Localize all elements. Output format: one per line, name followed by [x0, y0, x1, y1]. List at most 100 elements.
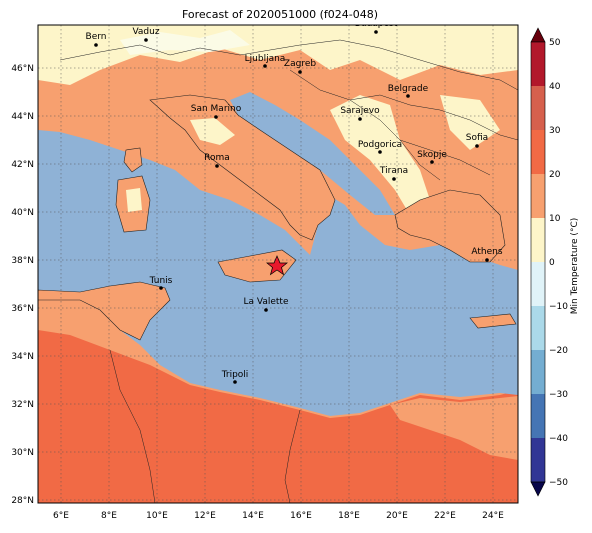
colorbar-band-0-10 — [531, 218, 545, 262]
lat-label-44: 44°N — [11, 112, 34, 122]
colorbar-tick-50: 50 — [549, 38, 561, 48]
city-vaduz: Vaduz — [132, 27, 160, 42]
warm-strip-libya-coast — [390, 396, 518, 460]
lon-label-20: 20°E — [386, 511, 408, 521]
colorbar-band-minus40-minus30 — [531, 394, 545, 438]
colorbar-tick-minus20: −20 — [549, 346, 568, 356]
location-star-marker — [266, 255, 288, 276]
colorbar-tick-30: 30 — [549, 126, 561, 136]
lon-label-16: 16°E — [290, 511, 312, 521]
longitude-labels: 6°E 8°E 10°E 12°E 14°E 16°E 18°E 20°E 22… — [53, 511, 504, 521]
city-label-ljubljana: Ljubljana — [245, 54, 286, 64]
city-skopje: Skopje — [417, 150, 447, 164]
city-markers: Bern Vaduz Budapest Ljubljana Zagreb Bel… — [86, 19, 503, 384]
colorbar-band-30-40 — [531, 86, 545, 130]
mild-region-balkans — [330, 95, 430, 215]
city-label-budapest: Budapest — [355, 19, 398, 29]
hot-region-south — [38, 330, 518, 503]
corsica-island — [123, 147, 143, 173]
colorbar-tick-minus10: −10 — [549, 302, 568, 312]
colorbar: 50 40 30 20 10 0 −10 −20 −30 −40 −50 Min… — [530, 27, 580, 497]
city-label-tirana: Tirana — [379, 166, 408, 176]
lat-label-40: 40°N — [11, 208, 34, 218]
lat-label-42: 42°N — [11, 160, 34, 170]
city-label-bern: Bern — [86, 32, 107, 42]
city-label-sofia: Sofia — [466, 133, 488, 143]
city-tripoli: Tripoli — [221, 370, 249, 384]
colorbar-top-arrow — [530, 27, 546, 43]
colorbar-band-minus50-minus40 — [531, 438, 545, 482]
lat-label-28: 28°N — [11, 496, 34, 506]
lon-label-22: 22°E — [434, 511, 456, 521]
city-belgrade: Belgrade — [388, 84, 429, 98]
greece-landmass — [394, 189, 506, 263]
city-bern: Bern — [86, 32, 107, 47]
city-label-sarajevo: Sarajevo — [340, 106, 380, 116]
city-label-tripoli: Tripoli — [221, 370, 249, 380]
colorbar-tick-40: 40 — [549, 82, 561, 92]
colorbar-tick-minus50: −50 — [549, 478, 568, 488]
city-roma: Roma — [204, 153, 230, 168]
colorbar-tick-20: 20 — [549, 170, 561, 180]
colorbar-bottom-arrow — [530, 481, 546, 497]
city-san-marino: San Marino — [191, 104, 242, 119]
temperature-field: Bern Vaduz Budapest Ljubljana Zagreb Bel… — [38, 19, 518, 503]
lon-label-8: 8°E — [101, 511, 117, 521]
italy-cool-patch — [190, 118, 235, 145]
tunisia-coast — [38, 281, 171, 341]
lat-label-34: 34°N — [11, 352, 34, 362]
city-label-tunis: Tunis — [149, 276, 173, 286]
city-sarajevo: Sarajevo — [340, 106, 380, 121]
city-label-podgorica: Podgorica — [358, 140, 402, 150]
city-zagreb: Zagreb — [284, 59, 316, 74]
lon-label-18: 18°E — [338, 511, 360, 521]
colorbar-band-minus10-0 — [531, 262, 545, 306]
mild-region-balkans-east — [440, 95, 500, 150]
colorbar-band-20-30 — [531, 130, 545, 174]
city-athens: Athens — [471, 247, 503, 262]
cool-patch-alps — [120, 30, 250, 55]
city-label-athens: Athens — [471, 247, 502, 257]
graticule — [38, 25, 518, 503]
city-label-roma: Roma — [204, 153, 230, 163]
colorbar-tick-minus40: −40 — [549, 434, 568, 444]
lat-label-36: 36°N — [11, 304, 34, 314]
city-budapest: Budapest — [355, 19, 398, 34]
lat-label-38: 38°N — [11, 256, 34, 266]
lat-label-46: 46°N — [11, 64, 34, 74]
colorbar-band-minus20-minus10 — [531, 306, 545, 350]
colorbar-tick-minus30: −30 — [549, 390, 568, 400]
lon-label-10: 10°E — [146, 511, 168, 521]
lon-label-12: 12°E — [194, 511, 216, 521]
lon-label-14: 14°E — [242, 511, 264, 521]
colorbar-band-10-20 — [531, 174, 545, 218]
city-label-san-marino: San Marino — [191, 104, 242, 114]
colorbar-tick-labels: 50 40 30 20 10 0 −10 −20 −30 −40 −50 — [549, 38, 568, 488]
map-title: Forecast of 2020051000 (f024-048) — [182, 8, 378, 21]
latitude-labels: 46°N 44°N 42°N 40°N 38°N 36°N 34°N 32°N … — [11, 64, 34, 506]
city-podgorica: Podgorica — [358, 140, 402, 154]
adriatic-sea — [230, 92, 395, 215]
country-borders — [59, 39, 518, 503]
sardinia-cool-patch — [126, 188, 142, 212]
map-frame — [37, 24, 519, 504]
colorbar-band-40-50 — [531, 42, 545, 86]
city-label-skopje: Skopje — [417, 150, 447, 160]
colorbar-label: Min Temperature (°C) — [570, 218, 580, 315]
colorbar-tick-0: 0 — [549, 258, 555, 268]
lon-label-24: 24°E — [482, 511, 504, 521]
city-label-zagreb: Zagreb — [284, 59, 316, 69]
colorbar-frame — [530, 41, 546, 483]
city-label-la-valette: La Valette — [244, 297, 289, 307]
lat-label-30: 30°N — [11, 448, 34, 458]
colorbar-band-minus30-minus20 — [531, 350, 545, 394]
city-tunis: Tunis — [149, 276, 173, 290]
city-label-belgrade: Belgrade — [388, 84, 429, 94]
city-sofia: Sofia — [466, 133, 488, 148]
city-label-vaduz: Vaduz — [132, 27, 159, 37]
lon-label-6: 6°E — [53, 511, 69, 521]
city-tirana: Tirana — [379, 166, 408, 181]
city-ljubljana: Ljubljana — [245, 54, 286, 68]
